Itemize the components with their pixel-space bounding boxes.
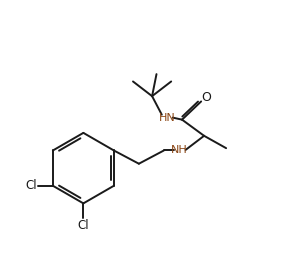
Text: O: O — [202, 91, 211, 104]
Text: HN: HN — [158, 113, 175, 123]
Text: Cl: Cl — [78, 219, 89, 232]
Text: Cl: Cl — [25, 179, 37, 192]
Text: NH: NH — [171, 146, 187, 155]
